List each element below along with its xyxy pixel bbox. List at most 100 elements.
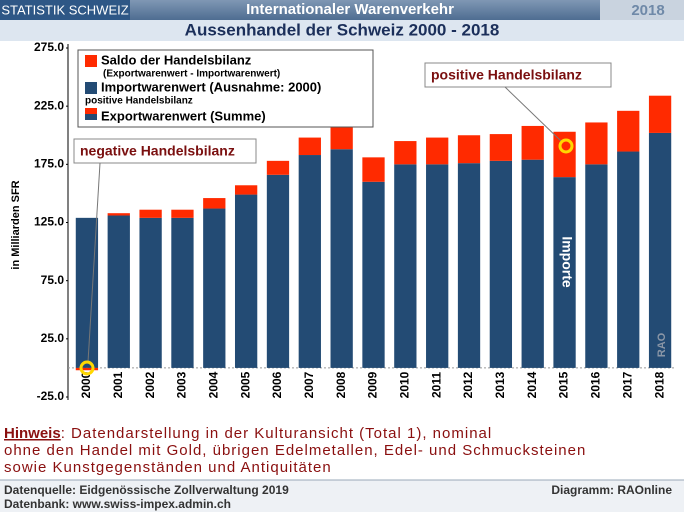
annotation-pointer: [504, 86, 563, 143]
note-line: Hinweis: Datendarstellung in der Kultura…: [4, 425, 492, 442]
footer-source: Datenquelle: Eidgenössische Zollverwaltu…: [4, 483, 289, 497]
x-tick-label: 2001: [111, 371, 125, 398]
header-left: STATISTIK SCHWEIZ: [1, 2, 128, 17]
bar-segment: [171, 209, 194, 218]
annotation-box: [424, 62, 612, 88]
highlight-circle: [558, 138, 574, 154]
bar-segment: [266, 174, 290, 368]
footer-bar: [0, 480, 684, 512]
legend-swatch: [85, 108, 97, 114]
header-center: Internationaler Warenverkehr: [246, 1, 454, 18]
y-tick-label: 75.0: [41, 273, 65, 287]
bar-segment: [617, 110, 640, 152]
bar-segment: [107, 215, 130, 368]
legend-swatch: [85, 114, 97, 120]
bar-segment: [553, 177, 576, 368]
x-tick-label: 2007: [302, 371, 316, 398]
annotation: positive Handelsbilanz: [431, 67, 582, 83]
y-tick-label: 275.0: [34, 40, 64, 54]
watermark: RAO: [656, 332, 668, 357]
bar-segment: [489, 160, 513, 368]
legend-label: Importwarenwert (Ausnahme: 2000): [101, 79, 321, 94]
bar-segment: [298, 155, 321, 368]
annotation-pointer: [87, 162, 101, 363]
bar-segment: [171, 217, 194, 368]
bar-segment: [330, 149, 353, 368]
note-line: sowie Kunstgegenständen und Antiquitäten: [4, 459, 332, 476]
y-tick-label: 125.0: [34, 215, 64, 229]
bar-segment: [362, 157, 385, 182]
bar-segment: [648, 132, 672, 368]
x-tick-label: 2015: [557, 371, 571, 398]
bar-segment: [394, 164, 417, 368]
annotation-box: [73, 138, 257, 164]
bar-segment: [266, 160, 290, 175]
x-tick-label: 2004: [206, 371, 220, 398]
bar-segment: [75, 367, 99, 371]
legend: [77, 49, 374, 128]
bar-segment: [585, 164, 608, 368]
x-tick-label: 2012: [461, 371, 475, 398]
x-tick-label: 2013: [493, 371, 507, 398]
legend-label: Saldo der Handelsbilanz: [101, 52, 252, 67]
x-tick-label: 2011: [429, 372, 443, 398]
annotation: Importe: [559, 236, 575, 288]
header-bar: [0, 0, 684, 20]
header-right: 2018: [631, 2, 664, 19]
bar-segment: [362, 181, 385, 368]
y-tick-label: 175.0: [34, 157, 64, 171]
x-tick-label: 2017: [620, 371, 634, 398]
x-tick-label: 2009: [366, 371, 380, 398]
footer-credit: Diagramm: RAOnline: [551, 483, 672, 497]
bar-segment: [203, 208, 226, 368]
bar-segment: [521, 125, 544, 160]
footer-database: Datenbank: www.swiss-impex.admin.ch: [4, 497, 231, 511]
header-right-box: [600, 0, 684, 20]
bar-segment: [457, 163, 481, 368]
plot: -25.0 25.0 75.0 125.0 175.0 225.0 275.0 2000 200…: [34, 40, 676, 403]
chart-title: Aussenhandel der Schweiz 2000 - 2018: [185, 20, 500, 39]
bar-segment: [203, 198, 226, 209]
x-tick-label: 2008: [334, 371, 348, 398]
title-bar: [0, 20, 684, 41]
bar-segment: [298, 137, 321, 156]
x-tick-label: 2010: [398, 371, 412, 398]
bar-segment: [585, 122, 608, 165]
x-tick-label: 2018: [652, 371, 666, 398]
bar-segment: [75, 217, 99, 368]
legend-swatch: [85, 82, 97, 94]
y-tick-label: 25.0: [41, 331, 65, 345]
note-text: : Datendarstellung in der Kulturansicht …: [61, 425, 493, 442]
x-tick-label: 2005: [238, 371, 252, 398]
bar-segment: [330, 127, 353, 150]
note-line: ohne den Handel mit Gold, übrigen Edelme…: [4, 442, 586, 459]
bar-segment: [489, 134, 513, 161]
legend-note: (Exportwarenwert - Importwarenwert): [103, 69, 280, 80]
x-tick-label: 2000: [79, 371, 93, 398]
y-tick-label: -25.0: [37, 389, 65, 403]
bar-segment: [457, 135, 481, 164]
legend-label: Exportwarenwert (Summe): [101, 108, 266, 123]
x-tick-label: 2016: [589, 371, 603, 398]
bar-segment: [394, 141, 417, 165]
bar-segment: [234, 194, 258, 368]
bar-segment: [617, 151, 640, 368]
bar-segment: [648, 95, 672, 133]
bar-segment: [139, 209, 162, 218]
bar-segment: [107, 213, 130, 216]
note-keyword: Hinweis: [4, 425, 61, 442]
bar-segment: [521, 159, 544, 368]
bar-segment: [426, 137, 449, 165]
annotation: negative Handelsbilanz: [80, 143, 235, 159]
bar-segment: [234, 185, 258, 195]
y-axis-label: in Milliarden SFR: [10, 180, 22, 269]
highlight-circle: [79, 360, 95, 376]
legend-note: positive Handelsbilanz: [85, 96, 193, 107]
bar-segment: [426, 164, 449, 368]
x-tick-label: 2002: [143, 371, 157, 398]
x-tick-label: 2014: [525, 371, 539, 398]
y-tick-label: 225.0: [34, 98, 64, 112]
header-left-box: [0, 0, 130, 20]
bar-segment: [553, 131, 576, 178]
